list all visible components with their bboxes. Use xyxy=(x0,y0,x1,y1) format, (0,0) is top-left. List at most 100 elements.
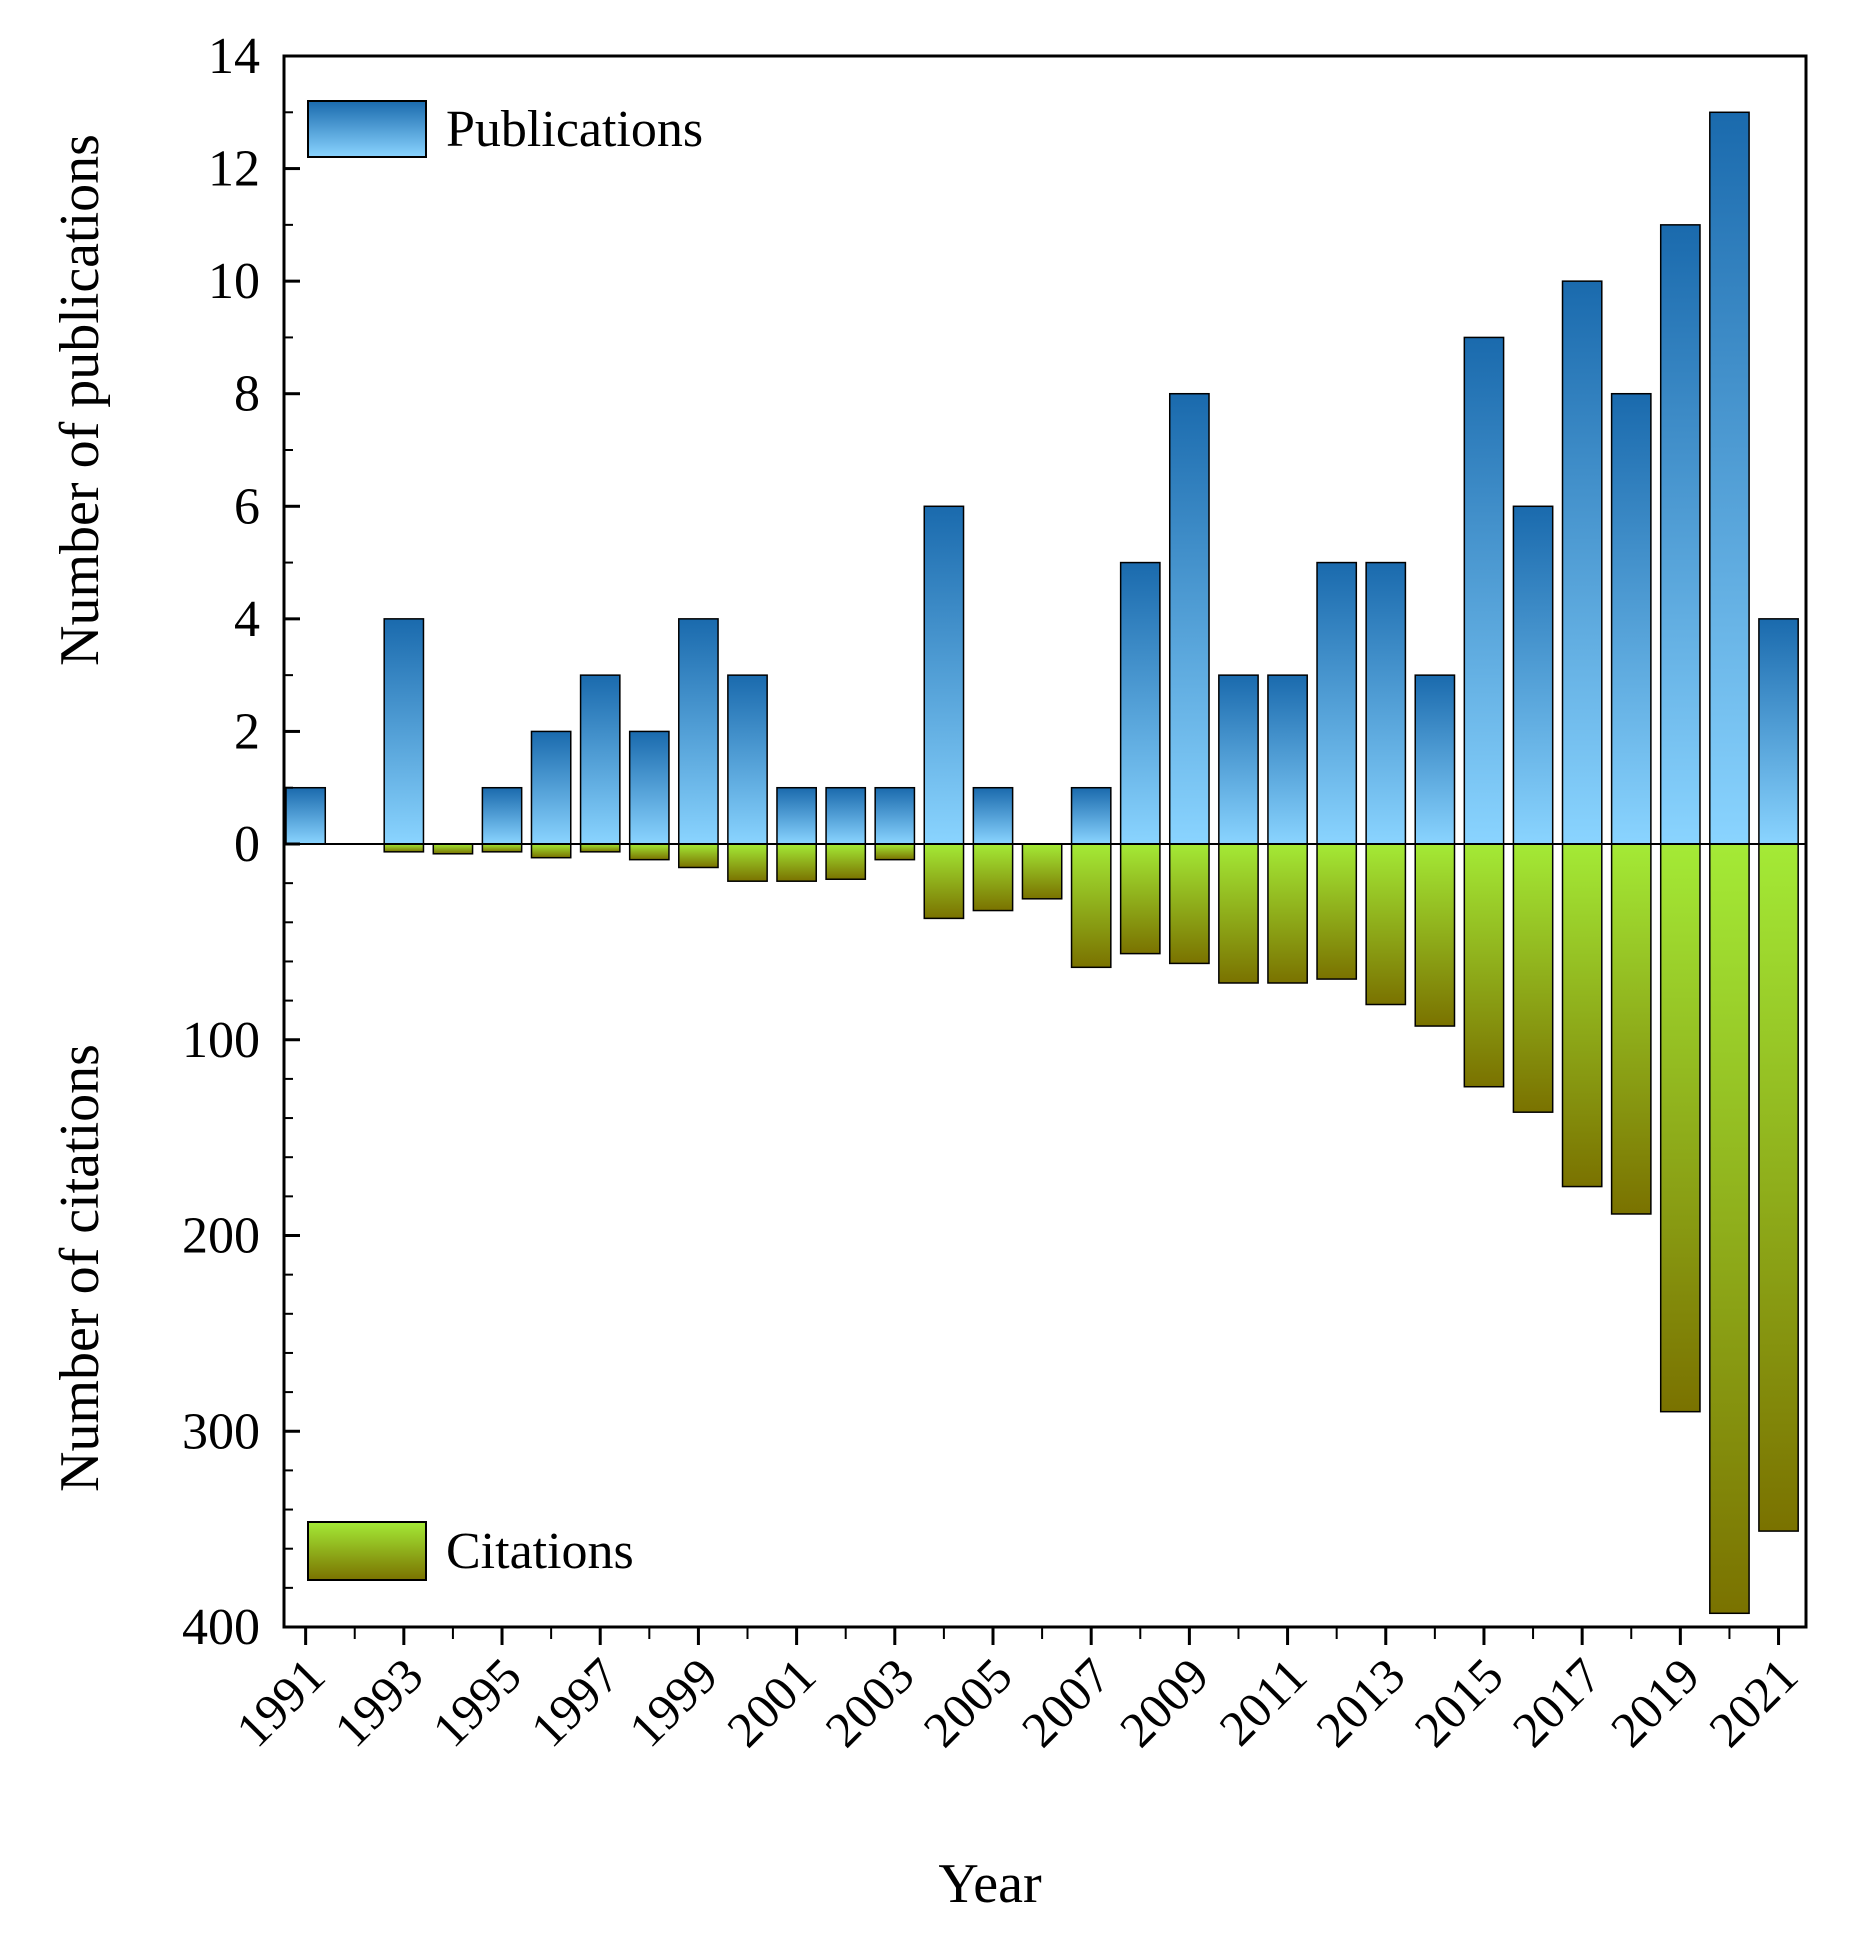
publications-bar-2020 xyxy=(1709,111,1750,845)
publications-bar-1993 xyxy=(383,618,425,845)
publications-bar-2015 xyxy=(1463,336,1505,845)
publications-bar-2007 xyxy=(1070,786,1112,845)
legend-citations: Citations xyxy=(307,1521,634,1581)
publications-bar-2003 xyxy=(874,786,916,845)
publications-bar-1998 xyxy=(628,730,670,845)
citations-bar-1999 xyxy=(678,843,719,869)
citations-bar-1995 xyxy=(481,843,523,853)
citations-bar-2005 xyxy=(972,843,1014,912)
x-tick-label-1991: 1991 xyxy=(225,1647,335,1757)
publications-bar-2014 xyxy=(1414,674,1456,845)
citations-bar-1996 xyxy=(530,843,572,859)
citations-bar-2000 xyxy=(727,843,768,882)
y-tick-label-publications-0: 0 xyxy=(234,816,260,873)
legend-label-publications: Publications xyxy=(446,101,703,158)
publications-bar-2018 xyxy=(1610,392,1652,845)
x-tick-label-2015: 2015 xyxy=(1403,1647,1513,1757)
x-tick-label-2005: 2005 xyxy=(912,1647,1022,1757)
x-axis: 1991199319951997199920012003200520072009… xyxy=(225,1627,1808,1757)
citations-bar-2020 xyxy=(1709,843,1750,1615)
x-tick-label-2007: 2007 xyxy=(1011,1647,1121,1757)
citations-bar-2021 xyxy=(1758,843,1799,1532)
publications-bar-1996 xyxy=(530,730,572,845)
y-tick-label-publications-14: 14 xyxy=(208,28,260,85)
citations-bar-2017 xyxy=(1561,843,1603,1188)
x-tick-label-1997: 1997 xyxy=(520,1647,630,1757)
legend-swatch-publications xyxy=(307,100,427,158)
x-axis-title: Year xyxy=(938,1853,1042,1915)
y-tick-label-publications-12: 12 xyxy=(208,141,260,198)
citations-bar-2006 xyxy=(1021,843,1063,900)
citations-bar-2013 xyxy=(1365,843,1407,1006)
citations-bar-2003 xyxy=(874,843,916,861)
plot-area-frame xyxy=(282,54,1808,1629)
y-tick-label-citations-100: 100 xyxy=(182,1012,260,1069)
citations-bar-2016 xyxy=(1512,843,1554,1113)
y-tick-label-citations-300: 300 xyxy=(182,1403,260,1460)
y-axis-title-citations: Number of citations xyxy=(49,1044,111,1492)
publications-bar-2010 xyxy=(1218,674,1259,845)
x-tick-label-2013: 2013 xyxy=(1305,1647,1415,1757)
publications-bars xyxy=(285,111,1799,845)
publications-bar-2016 xyxy=(1512,505,1554,845)
citations-bar-2015 xyxy=(1463,843,1505,1088)
y-axis-publications: 0 2 4 6 8 10 12 14 xyxy=(208,28,300,873)
y-axis-citations: 100 200 300 400 xyxy=(182,882,300,1656)
x-tick-label-2021: 2021 xyxy=(1698,1647,1808,1757)
publications-bar-2008 xyxy=(1119,561,1161,845)
publications-bar-2005 xyxy=(972,786,1014,845)
publications-bar-2004 xyxy=(923,505,965,845)
publications-bar-1997 xyxy=(579,674,621,845)
publications-bar-2019 xyxy=(1659,224,1701,845)
publications-bar-2000 xyxy=(727,674,768,845)
citations-bar-2004 xyxy=(923,843,965,920)
publications-bar-2001 xyxy=(776,786,817,845)
y-tick-label-publications-4: 4 xyxy=(234,591,260,648)
x-tick-label-2009: 2009 xyxy=(1109,1647,1219,1757)
citations-bar-2012 xyxy=(1316,843,1358,980)
publications-bar-2021 xyxy=(1758,618,1799,845)
y-tick-label-publications-2: 2 xyxy=(234,703,260,760)
x-tick-label-2001: 2001 xyxy=(716,1647,826,1757)
publications-bar-2012 xyxy=(1316,561,1358,845)
citations-bar-2002 xyxy=(825,843,867,880)
citations-bar-1994 xyxy=(432,843,474,855)
citations-bar-1997 xyxy=(579,843,621,853)
legend-label-citations: Citations xyxy=(446,1523,634,1580)
citations-bar-2019 xyxy=(1659,843,1701,1413)
x-tick-label-2017: 2017 xyxy=(1502,1647,1612,1757)
y-tick-label-publications-6: 6 xyxy=(234,478,260,535)
y-axis-title-publications: Number of publications xyxy=(49,134,111,666)
publications-bar-1995 xyxy=(481,786,523,845)
citations-bar-2009 xyxy=(1168,843,1210,965)
citations-bar-2008 xyxy=(1119,843,1161,955)
x-tick-label-2011: 2011 xyxy=(1208,1647,1317,1756)
y-tick-label-citations-200: 200 xyxy=(182,1208,260,1265)
x-tick-label-1993: 1993 xyxy=(323,1647,433,1757)
y-tick-label-citations-400: 400 xyxy=(182,1599,260,1656)
citations-bar-2007 xyxy=(1070,843,1112,969)
citations-bar-2014 xyxy=(1414,843,1456,1027)
publications-bar-1991 xyxy=(285,786,327,845)
y-tick-label-publications-8: 8 xyxy=(234,366,260,423)
x-tick-label-2019: 2019 xyxy=(1600,1647,1710,1757)
publications-bar-2009 xyxy=(1168,392,1210,845)
y-tick-label-publications-10: 10 xyxy=(208,253,260,310)
citations-bar-1993 xyxy=(383,843,425,853)
x-tick-label-1995: 1995 xyxy=(421,1647,531,1757)
publications-bar-2011 xyxy=(1267,674,1308,845)
x-tick-label-2003: 2003 xyxy=(814,1647,924,1757)
publications-bar-2013 xyxy=(1365,561,1407,845)
citations-bar-2011 xyxy=(1267,843,1308,984)
publications-bar-1999 xyxy=(678,618,719,845)
citations-bar-2018 xyxy=(1610,843,1652,1215)
legend-swatch-citations xyxy=(307,1521,427,1581)
legend-publications: Publications xyxy=(307,100,703,158)
publications-bar-2017 xyxy=(1561,280,1603,845)
citations-bars xyxy=(383,843,1799,1615)
citations-bar-2010 xyxy=(1218,843,1259,984)
citations-bar-2001 xyxy=(776,843,817,882)
citations-bar-1998 xyxy=(628,843,670,861)
x-tick-label-1999: 1999 xyxy=(618,1647,728,1757)
